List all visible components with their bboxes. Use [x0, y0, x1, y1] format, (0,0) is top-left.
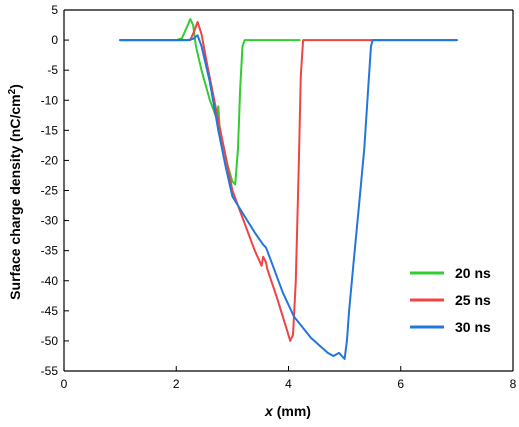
y-axis-title: Surface charge density (nC/cm2)	[7, 84, 23, 300]
legend-label: 20 ns	[455, 265, 491, 281]
series-line-20-ns	[119, 18, 301, 186]
y-axis-title-superscript: 2	[7, 88, 18, 94]
y-axis-title-main: Surface charge density (nC/cm	[7, 94, 23, 299]
axes	[63, 9, 514, 372]
x-tick-label: 4	[285, 377, 292, 391]
x-axis-variable: x	[264, 403, 274, 419]
x-tick-label: 8	[510, 377, 517, 391]
legend-label: 25 ns	[455, 292, 491, 308]
legend-label: 30 ns	[455, 319, 491, 335]
x-tick-label: 6	[397, 377, 404, 391]
y-tick-label: -5	[47, 63, 58, 77]
y-tick-label: -50	[41, 334, 59, 348]
x-axis-title: x (mm)	[264, 403, 311, 419]
y-tick-label: -45	[41, 304, 59, 318]
y-ticks: 5 0 -5 -10 -15 -20 -25 -30 -35 -40 -45 -50 -55	[41, 3, 69, 378]
y-tick-label: -55	[41, 364, 59, 378]
legend: 20 ns 25 ns 30 ns	[410, 265, 491, 335]
y-tick-label: -10	[41, 93, 59, 107]
y-tick-label: 5	[51, 3, 58, 17]
y-tick-label: -20	[41, 153, 59, 167]
y-tick-label: -35	[41, 244, 59, 258]
y-axis-title-close: )	[7, 84, 23, 89]
series-group	[119, 18, 458, 360]
y-tick-label: -30	[41, 214, 59, 228]
y-tick-label: -40	[41, 274, 59, 288]
series-line-25-ns	[119, 21, 458, 342]
x-tick-label: 0	[61, 377, 68, 391]
x-axis-unit: (mm)	[273, 403, 311, 419]
y-tick-label: 0	[51, 33, 58, 47]
y-tick-label: -25	[41, 184, 59, 198]
x-ticks: 0 2 4 6 8	[61, 366, 517, 391]
series-line-30-ns	[119, 34, 458, 360]
y-tick-label: -15	[41, 123, 59, 137]
x-tick-label: 2	[173, 377, 180, 391]
